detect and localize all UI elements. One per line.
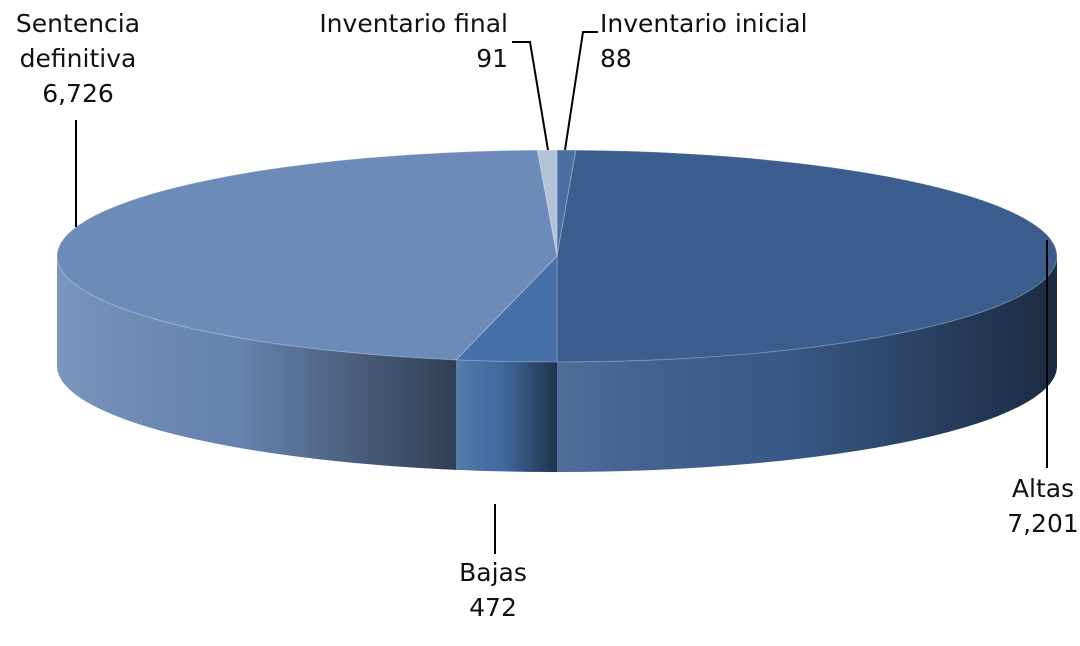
slice-value-inventario-inicial: 88: [600, 44, 632, 73]
slice-label-bajas-0: Bajas: [459, 558, 527, 587]
slice-side-shade-altas: [557, 256, 1057, 472]
pie-tops: [56, 149, 1058, 363]
pie-sides: [57, 256, 1057, 472]
slice-altas: [556, 149, 1058, 363]
slice-value-sentencia-definitiva: 6,726: [42, 79, 114, 108]
slice-label-inventario-final-0: Inventario final: [319, 9, 508, 38]
slice-value-altas: 7,201: [1007, 509, 1079, 538]
slice-value-inventario-final: 91: [476, 44, 508, 73]
slice-label-inventario-inicial-0: Inventario inicial: [600, 9, 808, 38]
slice-bajas: [454, 254, 558, 363]
slice-label-sentencia-definitiva-0: Sentencia: [16, 9, 140, 38]
slice-label-altas-0: Altas: [1012, 474, 1074, 503]
leader-line-inventario-inicial: [564, 31, 598, 151]
slice-side-shade-sentencia-definitiva: [57, 256, 456, 470]
slice-labels: Inventario inicial 88 Altas 7,201 Bajas 472 Se…: [16, 9, 1079, 622]
slice-side-shade-bajas: [455, 359, 557, 472]
slice-inventario-inicial: [556, 149, 577, 257]
leader-lines: [75, 31, 1048, 554]
slice-label-sentencia-definitiva-1: definitiva: [20, 44, 137, 73]
leader-line-inventario-final: [512, 41, 549, 151]
slice-sentencia-definitiva: [56, 149, 558, 361]
slice-value-bajas: 472: [469, 593, 517, 622]
